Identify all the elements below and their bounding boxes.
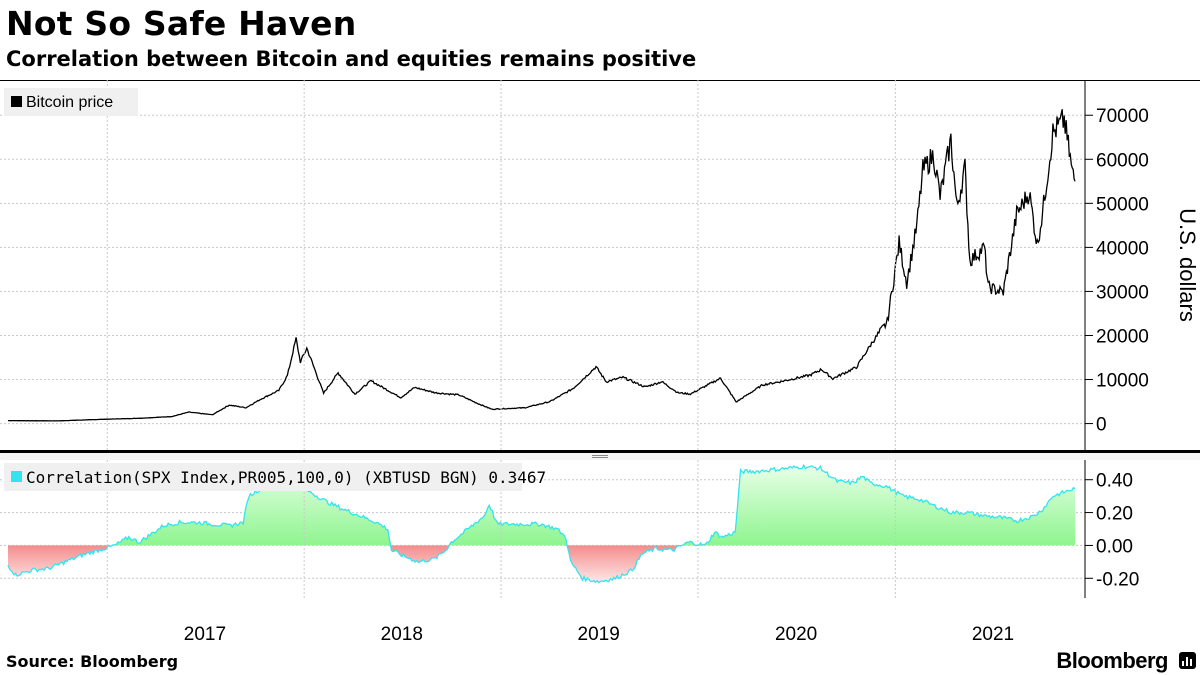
price-legend: Bitcoin price	[4, 88, 138, 116]
panel-divider	[0, 450, 1200, 453]
price-y-tick-label: 20000	[1096, 326, 1149, 347]
x-tick-label: 2020	[775, 624, 817, 645]
panel-divider-gap	[0, 453, 1200, 460]
bitcoin-price-line	[8, 109, 1076, 422]
price-y-tick-label: 60000	[1096, 150, 1149, 171]
x-tick-label: 2019	[578, 624, 620, 645]
price-y-axis-label: U.S. dollars	[1175, 208, 1200, 322]
price-y-tick-label: 70000	[1096, 106, 1149, 127]
price-y-tick-label: 0	[1096, 415, 1107, 436]
bloomberg-terminal-icon	[1179, 652, 1196, 669]
correlation-y-tick-label: 0.20	[1096, 504, 1133, 525]
correlation-line	[7, 463, 1076, 584]
top-border	[0, 80, 1200, 81]
price-y-tick-label: 30000	[1096, 282, 1149, 303]
correlation-negative-area	[8, 545, 1075, 583]
price-y-tick-label: 10000	[1096, 371, 1149, 392]
source-note: Source: Bloomberg	[6, 652, 179, 671]
price-y-tick-label: 40000	[1096, 238, 1149, 259]
correlation-legend-swatch	[11, 471, 22, 482]
correlation-y-tick-label: -0.20	[1096, 569, 1139, 590]
price-panel: 0 10000 20000 30000 40000 50000 60000 70000	[0, 80, 1149, 450]
bloomberg-logo: Bloomberg	[1056, 648, 1168, 673]
x-tick-label: 2018	[381, 624, 423, 645]
x-tick-label: 2021	[972, 624, 1014, 645]
correlation-y-tick-label: 0.00	[1096, 536, 1133, 557]
correlation-legend-label: Correlation(SPX Index,PR005,100,0) (XBTU…	[26, 468, 546, 487]
price-legend-swatch	[11, 96, 22, 107]
price-legend-label: Bitcoin price	[26, 94, 113, 111]
x-tick-label: 2017	[184, 624, 226, 645]
x-axis: 2017 2018 2019 2020 2021	[106, 80, 1014, 645]
correlation-legend: Correlation(SPX Index,PR005,100,0) (XBTU…	[4, 463, 546, 491]
chart-subtitle: Correlation between Bitcoin and equities…	[6, 47, 697, 71]
chart-title: Not So Safe Haven	[6, 4, 357, 43]
correlation-y-tick-label: 0.40	[1096, 471, 1133, 492]
splitter-handle[interactable]	[592, 455, 608, 458]
price-y-tick-label: 50000	[1096, 194, 1149, 215]
